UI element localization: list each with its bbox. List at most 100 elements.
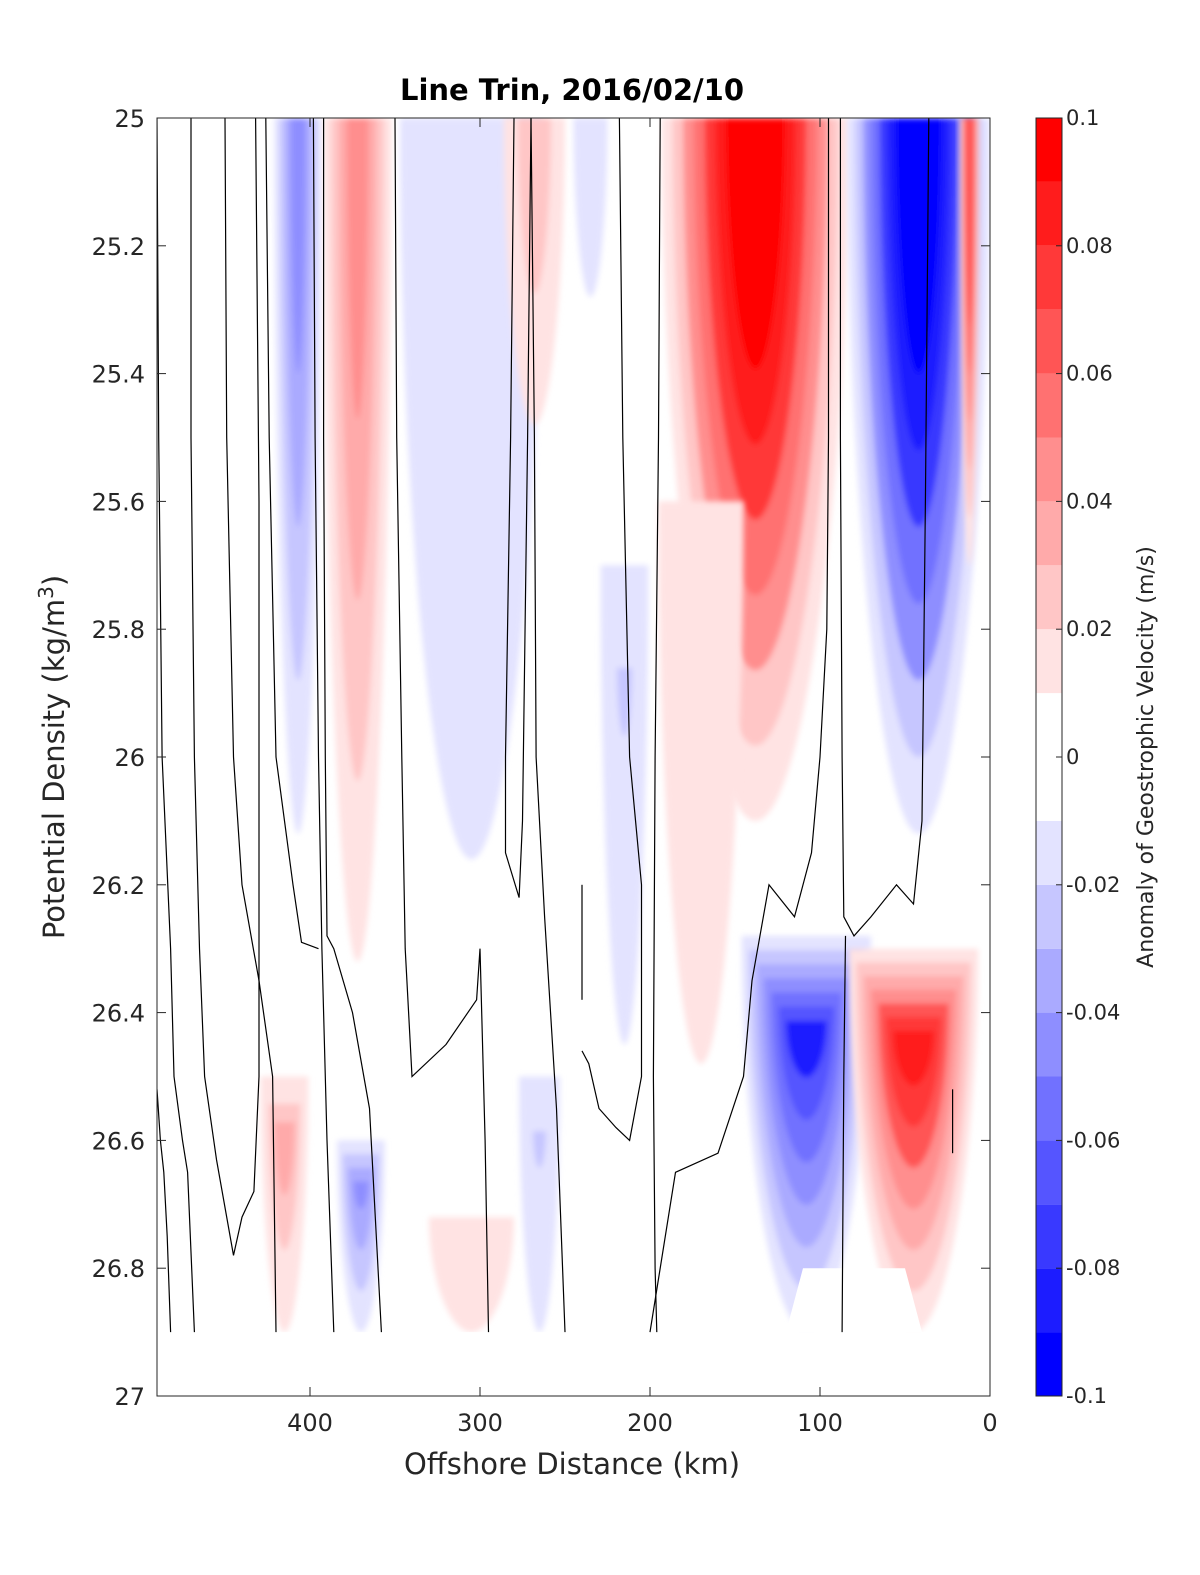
y-tick-label: 26.6	[92, 1127, 145, 1155]
zero-contour-line	[504, 118, 532, 898]
x-tick-label: 100	[797, 1409, 843, 1437]
contour-feature-6	[661, 118, 849, 821]
contour-feature-8	[847, 118, 990, 834]
contour-feature-5	[600, 565, 649, 1045]
zero-contour-line	[157, 118, 195, 1333]
zero-contour-line	[530, 118, 566, 1333]
y-tick-label: 26.8	[92, 1255, 145, 1283]
colorbar-band	[1036, 1204, 1062, 1269]
zero-contour-line	[265, 118, 319, 950]
contour-feature-3	[503, 118, 565, 425]
no-data-region	[157, 1332, 990, 1396]
x-tick-label: 0	[982, 1409, 997, 1437]
colorbar-tick-label: 0	[1066, 745, 1079, 769]
y-tick-label: 27	[114, 1383, 145, 1411]
colorbar-band	[1036, 1076, 1062, 1141]
contour-band	[449, 118, 494, 383]
y-tick-label: 26.2	[92, 872, 145, 900]
y-tick-label: 25.6	[92, 488, 145, 516]
colorbar-tick-label: -0.04	[1066, 1001, 1120, 1025]
contour-band	[726, 118, 785, 370]
colorbar-band	[1036, 820, 1062, 885]
colorbar-band	[1036, 884, 1062, 949]
colorbar-band	[1036, 629, 1062, 694]
zero-contour-line	[323, 118, 382, 1333]
y-tick-label: 26.4	[92, 1000, 145, 1028]
contour-band	[533, 1131, 546, 1168]
colorbar-tick-label: -0.06	[1066, 1128, 1120, 1152]
colorbar-tick-label: 0.06	[1066, 362, 1113, 386]
zero-contour-line	[652, 118, 661, 1333]
colorbar-tick-label: -0.1	[1066, 1384, 1107, 1408]
zero-contour-line	[224, 118, 277, 1333]
contour-band	[277, 1131, 292, 1168]
colorbar-tick-label: 0.04	[1066, 489, 1113, 513]
contour-band	[353, 1181, 369, 1209]
zero-contour-line	[581, 118, 643, 1142]
zero-contour-line	[649, 118, 830, 1333]
zero-contour-line	[312, 118, 335, 1333]
colorbar-band	[1036, 948, 1062, 1013]
contour-band	[585, 118, 596, 182]
contour-band	[687, 621, 715, 703]
contour-feature-9	[959, 118, 980, 566]
colorbar-tick-label: 0.08	[1066, 234, 1113, 258]
colorbar-band	[1036, 565, 1062, 630]
colorbar-band	[1036, 1012, 1062, 1077]
contour-band	[893, 1030, 934, 1086]
contour-feature-10	[741, 935, 871, 1333]
contour-feature-14	[429, 1217, 514, 1333]
contour-feature-15	[519, 1076, 560, 1333]
colorbar-band	[1036, 181, 1062, 246]
x-tick-label: 200	[627, 1409, 673, 1437]
y-tick-label: 25.8	[92, 616, 145, 644]
contour-feature-1	[323, 118, 392, 962]
x-tick-label: 400	[287, 1409, 333, 1437]
contour-feature-4	[573, 118, 608, 297]
y-tick-label: 26	[114, 744, 145, 772]
contour-feature-2	[400, 118, 543, 860]
contour-band	[458, 1241, 485, 1259]
colorbar-label: Anomaly of Geostrophic Velocity (m/s)	[1134, 546, 1159, 968]
masked-bathymetry	[786, 1268, 922, 1333]
zero-contour-line	[839, 118, 930, 937]
colorbar-tick-label: 0.1	[1066, 106, 1099, 130]
colorbar-tick-label: -0.08	[1066, 1256, 1120, 1280]
zero-contour-line	[841, 935, 847, 1333]
contour-band	[346, 118, 369, 420]
colorbar-tick-label: -0.02	[1066, 873, 1120, 897]
y-axis: 25 25.2 25.4 25.6 25.8 26 26.2 26.4 26.6 26.8 27	[92, 105, 990, 1411]
y-tick-label: 25.2	[92, 233, 145, 261]
y-axis-label: Potential Density (kg/m3)	[34, 575, 71, 939]
y-axis-label-close: )	[37, 575, 71, 586]
contour-feature-7	[658, 501, 744, 1064]
contour-fill-layer	[157, 118, 990, 1396]
y-axis-label-sup: 3	[34, 586, 58, 599]
y-axis-label-main: Potential Density (kg/m	[37, 599, 71, 939]
colorbar-band	[1036, 1332, 1062, 1396]
contour-feature-13	[337, 1140, 385, 1333]
zero-contour-lines	[157, 118, 954, 1333]
contour-band	[786, 1020, 827, 1078]
colorbar-band	[1036, 373, 1062, 438]
contour-band	[290, 118, 306, 374]
x-axis-label: Offshore Distance (km)	[404, 1447, 740, 1481]
colorbar-tick-label: 0.02	[1066, 617, 1113, 641]
colorbar-band	[1036, 1268, 1062, 1333]
contour-feature-0	[274, 118, 322, 834]
colorbar: 0.1 0.08 0.06 0.04 0.02 0 -0.02 -0.04 -0.06 -0.08…	[1035, 106, 1120, 1408]
x-axis: 400 300 200 100 0	[287, 118, 998, 1437]
colorbar-band	[1036, 1140, 1062, 1205]
x-tick-label: 300	[457, 1409, 503, 1437]
zero-contour-line	[157, 1089, 172, 1333]
zero-contour-line	[394, 118, 490, 1333]
contour-band	[966, 118, 973, 278]
chart-title: Line Trin, 2016/02/10	[400, 73, 744, 107]
contour-band	[896, 118, 942, 374]
y-tick-label: 25	[114, 105, 145, 133]
y-tick-label: 25.4	[92, 361, 145, 389]
colorbar-band	[1036, 245, 1062, 310]
contour-feature-11	[848, 948, 979, 1333]
colorbar-band	[1036, 309, 1062, 374]
